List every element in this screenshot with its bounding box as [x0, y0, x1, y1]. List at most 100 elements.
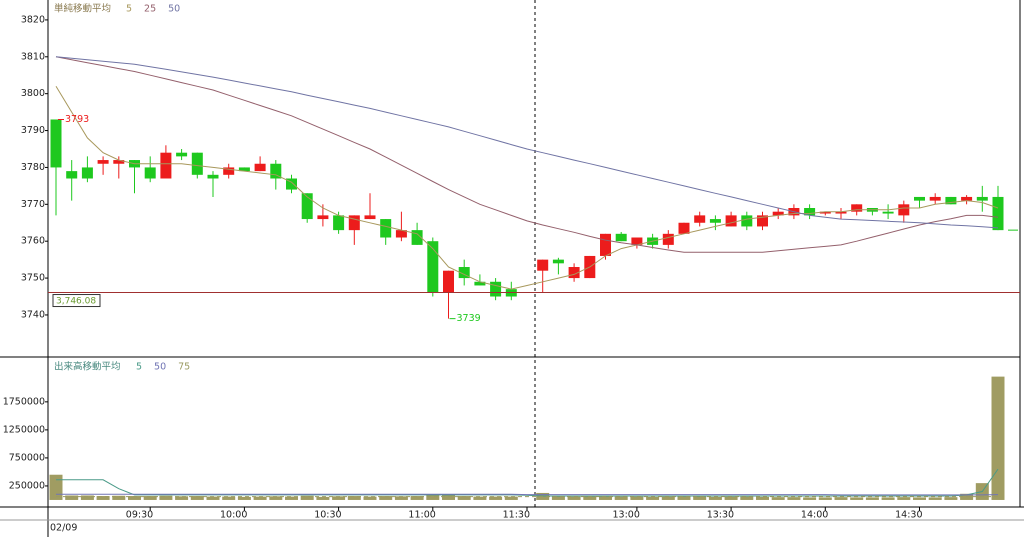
candle-body: [615, 233, 627, 242]
volume-bar: [850, 497, 864, 500]
y-tick-label: 250000: [9, 480, 45, 491]
high-annotation: 3793: [65, 114, 89, 125]
x-tick-label: 14:00: [801, 510, 828, 521]
moving-average-line: [55, 56, 999, 229]
x-tick-label: 09:30: [126, 510, 153, 521]
volume-bar: [771, 497, 785, 500]
moving-average-line: [56, 493, 999, 496]
candle-body: [600, 233, 611, 256]
date-label: 02/09: [50, 523, 77, 534]
candle-body: [490, 281, 502, 297]
candle-body: [364, 215, 376, 220]
candle-body: [176, 152, 188, 157]
candle-body: [945, 196, 957, 205]
volume-bar: [316, 496, 330, 500]
volume-bar: [944, 497, 958, 500]
candle-body: [427, 241, 439, 293]
volume-bar: [661, 496, 675, 500]
volume-bar: [693, 496, 707, 500]
x-tick-label: 13:00: [613, 510, 640, 521]
candle-body: [804, 208, 816, 216]
candle-body: [819, 211, 831, 214]
volume-bar: [190, 496, 204, 500]
volume-bar: [457, 496, 471, 500]
volume-bar: [630, 496, 644, 500]
volume-legend-title: 出来高移動平均: [54, 361, 121, 373]
volume-bar: [881, 497, 895, 500]
y-tick-label: 3780: [21, 162, 45, 173]
volume-bar: [159, 495, 173, 500]
volume-bar: [504, 496, 518, 500]
volume-bar: [112, 495, 126, 500]
x-tick-label: 13:30: [707, 510, 734, 521]
volume-bar: [991, 376, 1005, 500]
volume-bar: [206, 496, 220, 500]
candle-body: [757, 215, 768, 227]
volume-bar: [473, 496, 487, 500]
volume-bar: [756, 496, 769, 500]
volume-bar: [567, 496, 581, 500]
y-tick-label: 3760: [21, 236, 45, 247]
candle-body: [552, 259, 564, 264]
volume-bar: [551, 496, 565, 500]
x-tick-label: 14:30: [895, 510, 922, 521]
candle-body: [380, 219, 392, 238]
candle-body: [568, 267, 580, 279]
candle-body: [678, 222, 690, 234]
y-tick-label: 3740: [21, 309, 45, 320]
x-tick-label: 11:30: [503, 510, 530, 521]
y-tick-label: 1750000: [3, 396, 45, 407]
candle-body: [835, 211, 847, 214]
volume-bar: [49, 474, 63, 500]
candle-body: [709, 219, 721, 223]
candle-body: [50, 119, 62, 168]
x-tick-label: 10:30: [314, 510, 341, 521]
candle-body: [97, 160, 109, 164]
volume-bar: [646, 496, 660, 500]
volume-bar: [410, 496, 424, 500]
volume-bar: [128, 496, 141, 500]
volume-bar: [489, 496, 503, 500]
y-tick-label: 750000: [9, 452, 45, 463]
x-tick-label: 11:00: [408, 510, 435, 521]
y-tick-label: 3810: [21, 51, 45, 62]
y-tick-label: 3770: [21, 199, 45, 210]
y-tick-label: 3800: [21, 88, 45, 99]
volume-bar: [80, 495, 94, 500]
candle-body: [976, 196, 988, 201]
candle-body: [882, 211, 894, 214]
candle-body: [254, 163, 266, 172]
candle-body: [725, 215, 737, 227]
volume-bar: [143, 496, 157, 500]
volume-bar: [724, 496, 738, 500]
candle-body: [286, 178, 297, 190]
candle-body: [348, 215, 360, 231]
legend-entry: 5: [126, 4, 132, 15]
volume-bar: [740, 496, 754, 500]
moving-average-line: [55, 86, 999, 290]
volume-bar: [96, 496, 110, 500]
volume-bar: [332, 496, 346, 500]
volume-bar: [379, 496, 393, 500]
price-legend-title: 単純移動平均: [54, 3, 111, 15]
volume-bar: [599, 495, 612, 500]
candle-body: [898, 204, 910, 216]
candle-body: [301, 193, 313, 220]
volume-bar: [237, 496, 251, 500]
candle-body: [694, 215, 706, 223]
candle-body: [317, 215, 329, 220]
volume-bar: [285, 496, 298, 500]
candle-body: [741, 215, 753, 227]
candle-body: [458, 267, 470, 279]
candle-body: [113, 160, 125, 164]
candle-body: [395, 230, 407, 238]
volume-bar: [677, 496, 691, 500]
legend-entry: 5: [136, 362, 142, 373]
candle-body: [207, 174, 219, 179]
volume-bar: [803, 497, 817, 500]
volume-bar: [300, 495, 314, 500]
volume-bar: [426, 494, 440, 500]
candle-body: [81, 167, 93, 179]
candle-body: [992, 196, 1004, 231]
